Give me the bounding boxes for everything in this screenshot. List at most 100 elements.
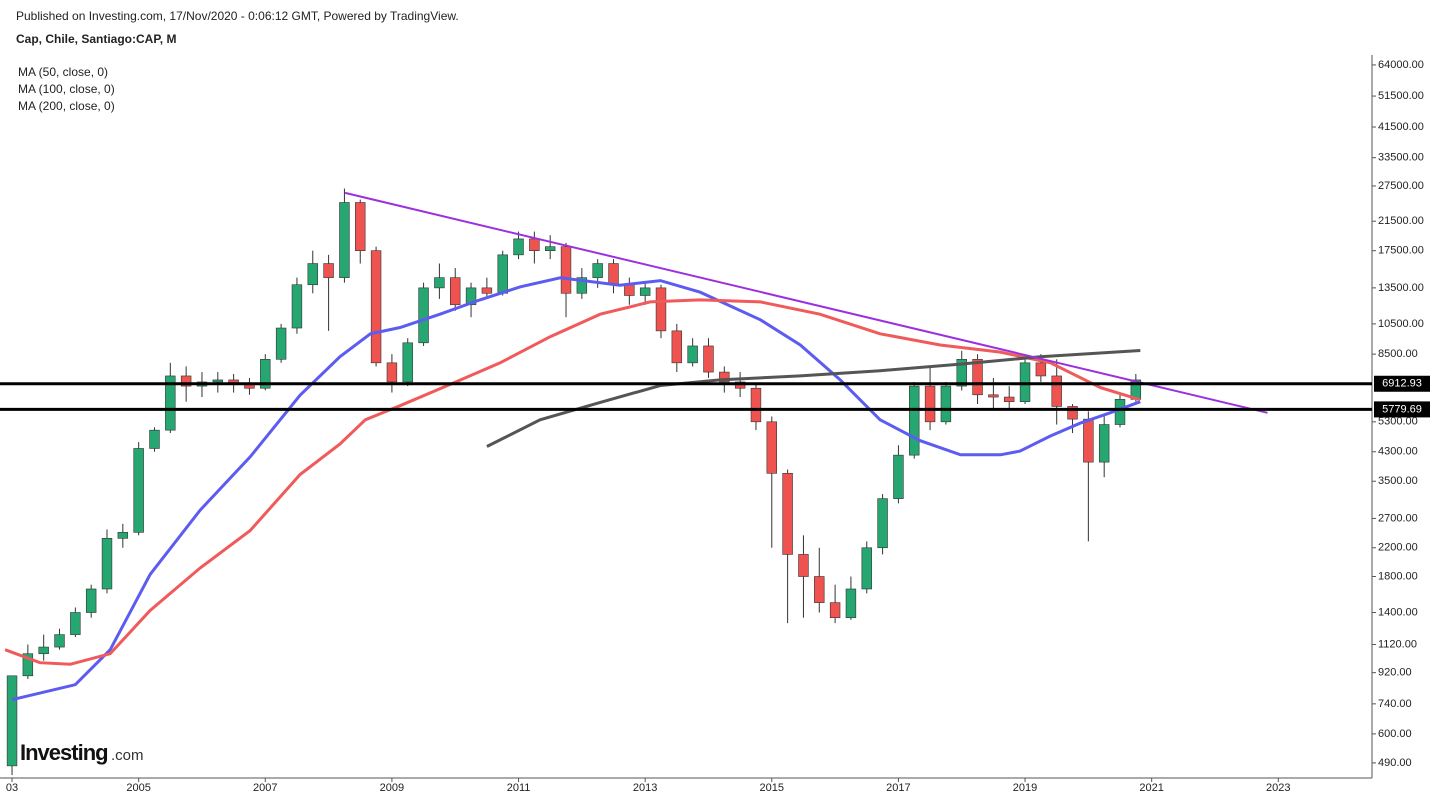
candle-body — [1051, 375, 1062, 407]
candle-body — [671, 330, 683, 364]
candle-body — [434, 277, 445, 289]
moving-average — [11, 276, 1141, 702]
x-tick-label: 2007 — [253, 782, 277, 794]
y-tick-label: 600.00 — [1378, 728, 1412, 740]
y-tick-label: 10500.00 — [1378, 318, 1424, 330]
logo-suffix: .com — [111, 747, 144, 764]
y-tick-label: 2700.00 — [1378, 512, 1418, 524]
x-tick-label: 2015 — [760, 782, 784, 794]
candle-body — [861, 547, 872, 590]
candle-body — [877, 498, 888, 549]
y-tick-label: 3500.00 — [1378, 475, 1418, 487]
candle-body — [339, 202, 350, 278]
candle-body — [1067, 406, 1078, 420]
moving-average — [4, 298, 1141, 666]
candle-body — [814, 576, 825, 603]
moving-average — [486, 349, 1141, 448]
candle-body — [212, 379, 224, 383]
candle-body — [1004, 396, 1015, 402]
x-tick-label: 2017 — [886, 782, 910, 794]
candle-body — [1083, 418, 1094, 463]
candle-body — [845, 588, 857, 619]
y-tick-label: 740.00 — [1378, 698, 1412, 710]
y-tick-label: 1120.00 — [1378, 638, 1417, 650]
x-tick-label: 2009 — [380, 782, 404, 794]
instrument-title: Cap, Chile, Santiago:CAP, M — [16, 32, 176, 46]
x-tick-label: 2019 — [1013, 782, 1037, 794]
y-tick-label: 41500.00 — [1378, 121, 1424, 133]
candle-body — [798, 554, 809, 577]
candle-body — [703, 345, 714, 373]
legend-entry: MA (200, close, 0) — [18, 99, 115, 113]
y-tick-label: 1800.00 — [1378, 570, 1418, 582]
candle-body — [402, 342, 413, 383]
y-tick-label: 17500.00 — [1378, 245, 1424, 257]
candle-body — [85, 588, 97, 613]
candle-body — [307, 263, 318, 286]
y-tick-label: 21500.00 — [1378, 215, 1424, 227]
candle-body — [924, 385, 936, 423]
candle-body — [513, 238, 524, 256]
x-tick-label: 2013 — [633, 782, 657, 794]
candle-body — [70, 612, 81, 635]
candle-body — [687, 345, 698, 364]
candle-body — [481, 287, 493, 294]
level-badge — [1374, 375, 1430, 392]
y-tick-label: 1400.00 — [1378, 606, 1418, 618]
logo-brand: Investing — [20, 740, 108, 765]
candle-body — [972, 358, 983, 396]
candle-body — [180, 375, 192, 387]
candle-body — [117, 532, 129, 539]
published-note: Published on Investing.com, 17/Nov/2020 … — [16, 9, 459, 23]
candle-body — [750, 387, 762, 423]
candle-body — [893, 454, 904, 499]
y-tick-label: 920.00 — [1378, 667, 1412, 679]
candle-body — [719, 371, 730, 383]
candle-body — [608, 263, 619, 286]
candle-body — [560, 246, 572, 294]
candle-body — [386, 362, 398, 383]
y-tick-label: 51500.00 — [1378, 90, 1424, 102]
candle-body — [576, 277, 588, 294]
candle-body — [497, 254, 508, 294]
candle-body — [624, 284, 635, 296]
x-tick-label: 2011 — [507, 782, 531, 794]
candle-body — [529, 238, 540, 251]
candle-body — [54, 634, 65, 648]
y-tick-label: 13500.00 — [1378, 282, 1424, 294]
candle-body — [956, 358, 967, 387]
candle-body — [355, 202, 366, 251]
candle-body — [1098, 424, 1110, 463]
level-badge — [1374, 401, 1430, 418]
y-tick-label: 490.00 — [1378, 757, 1412, 769]
x-tick-label: 2005 — [126, 782, 150, 794]
candle-body — [782, 472, 793, 555]
candle-body — [544, 246, 556, 251]
y-tick-label: 8500.00 — [1378, 348, 1418, 360]
candle-body — [465, 287, 477, 306]
level-label: 5779.69 — [1382, 403, 1422, 415]
candle-body — [1019, 362, 1031, 402]
candle-body — [639, 287, 651, 296]
y-tick-label: 5300.00 — [1378, 416, 1418, 428]
x-tick-label: 2023 — [1266, 782, 1290, 794]
level-label: 6912.93 — [1382, 378, 1422, 390]
candle-body — [149, 429, 160, 449]
y-tick-label: 4300.00 — [1378, 446, 1418, 458]
y-tick-label: 2200.00 — [1378, 542, 1418, 554]
candle-body — [940, 385, 952, 423]
candle-body — [655, 287, 667, 332]
candle-body — [165, 375, 176, 431]
candle-body — [988, 394, 999, 398]
candle-body — [101, 538, 113, 590]
candle-body — [829, 602, 841, 619]
legend-entry: MA (50, close, 0) — [18, 65, 108, 79]
candle-body — [909, 385, 920, 456]
candle-body — [592, 263, 603, 278]
legend-entry: MA (100, close, 0) — [18, 82, 115, 96]
candle-body — [418, 287, 429, 344]
candle-body — [323, 263, 334, 278]
candle-body — [22, 653, 34, 677]
candle-body — [260, 358, 271, 389]
